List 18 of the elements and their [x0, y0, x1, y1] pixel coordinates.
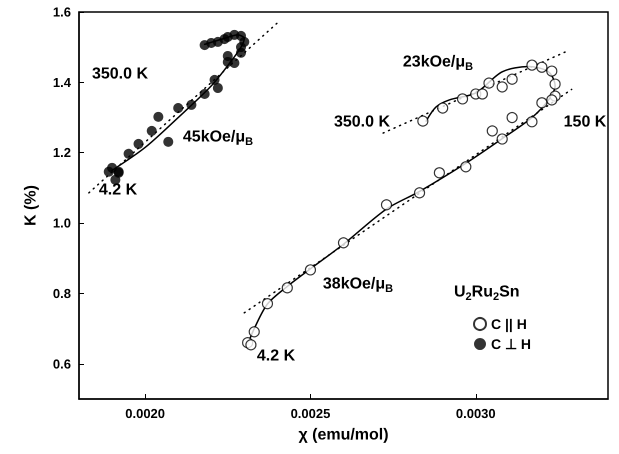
y-tick-label: 1.4 [52, 74, 72, 90]
y-tick-label: 1.2 [52, 145, 71, 160]
annotation: 350.0 K [92, 66, 148, 82]
y-tick-label: 0.8 [52, 286, 71, 301]
annotation: 4.2 K [256, 348, 296, 364]
y-tick-label: 1.6 [52, 4, 71, 20]
x-axis-title: χ (emu/mol) [298, 426, 389, 444]
y-tick-label: 0.6 [52, 356, 71, 372]
x-tick-label: 0.0020 [125, 406, 166, 421]
legend-label: C || H [491, 316, 527, 333]
legend-label: C ⊥ H [491, 336, 531, 352]
annotation: 350.0 K [334, 114, 390, 130]
y-axis-title: K (%) [22, 185, 40, 226]
x-tick-label: 0.0025 [290, 406, 330, 421]
x-tick-label: 0.0030 [456, 406, 496, 421]
annotation: 150 K [564, 114, 607, 130]
annotation: 4.2 K [98, 182, 138, 198]
y-tick-label: 1.0 [52, 216, 71, 231]
